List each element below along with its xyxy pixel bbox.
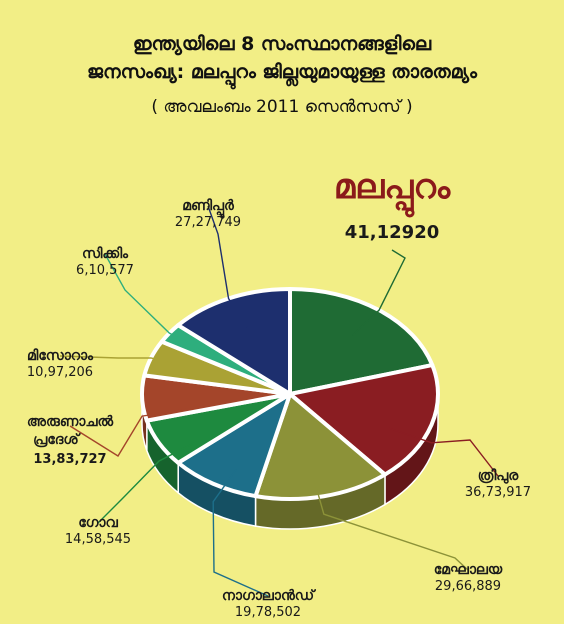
leader-line-9 xyxy=(207,205,248,328)
slice-label-2: ത്രിപുര xyxy=(478,468,520,485)
pie-slice-4 xyxy=(176,392,292,499)
slice-label-6-line-2: പ്രദേശ് xyxy=(33,432,81,448)
slice-value-7: 10,97,206 xyxy=(27,365,93,380)
slice-label-8: സിക്കിം xyxy=(82,246,129,262)
slice-value-5: 14,58,545 xyxy=(65,532,131,547)
chart-title-line-1: ഇന്ത്യയിലെ 8 സംസ്ഥാനങ്ങളിലെ xyxy=(132,33,432,55)
leader-line-1 xyxy=(351,249,406,336)
slice-value-9: 27,27,749 xyxy=(175,215,241,230)
slice-label-5: ഗോവ xyxy=(78,515,118,531)
chart-subtitle: ( അവലംബം 2011 സെൻസസ് ) xyxy=(151,97,413,117)
leader-line-5 xyxy=(97,440,199,524)
slice-value-8: 6,10,577 xyxy=(76,263,134,278)
slice-value-3: 29,66,889 xyxy=(435,579,501,594)
slice-value-4: 19,78,502 xyxy=(235,605,301,620)
chart-title-line-2: ജനസംഖ്യ: മലപ്പുറം ജില്ലയുമായുള്ള താരതമ്യ… xyxy=(87,61,477,83)
leader-line-8 xyxy=(104,253,206,353)
leader-line-6 xyxy=(69,408,187,457)
slice-label-7: മിസോറാം xyxy=(27,348,94,364)
leader-line-3 xyxy=(313,477,469,571)
pie-slices xyxy=(140,287,440,501)
slice-label-1: മലപ്പുറം xyxy=(334,167,451,218)
leader-line-2 xyxy=(388,427,499,477)
leader-line-4 xyxy=(212,469,269,597)
slice-value-6: 13,83,727 xyxy=(33,452,106,467)
pie-slice-3 xyxy=(253,392,387,501)
leader-lines xyxy=(59,205,499,597)
pie-slice-2 xyxy=(288,363,440,477)
slice-label-4: നാഗാലാൻഡ് xyxy=(222,588,317,604)
slice-label-3: മേഘാലയ xyxy=(434,562,503,578)
slice-label-6: അരുണാചൽ xyxy=(27,414,114,430)
slice-value-2: 36,73,917 xyxy=(465,485,531,500)
leader-line-7 xyxy=(59,355,193,370)
slice-value-1: 41,12920 xyxy=(345,222,440,243)
